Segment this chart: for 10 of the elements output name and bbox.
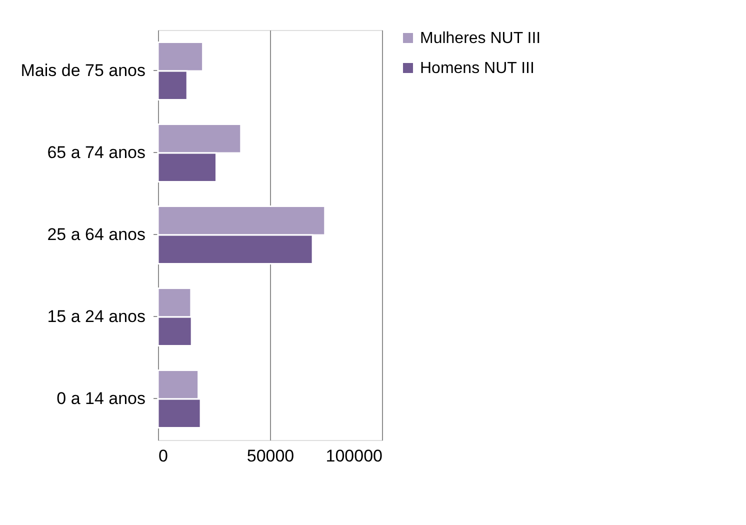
- x-tick-label: 50000: [246, 446, 294, 466]
- y-tick-label: 65 a 74 anos: [47, 143, 146, 162]
- y-tick-label: 25 a 64 anos: [47, 225, 146, 244]
- y-tick-label: 0 a 14 anos: [56, 389, 146, 408]
- y-tick-label: Mais de 75 anos: [20, 61, 146, 80]
- y-tick-label: 15 a 24 anos: [47, 307, 146, 326]
- x-tick-label: 100000: [326, 446, 382, 466]
- legend-label: Homens NUT III: [420, 60, 534, 77]
- legend-label: Mulheres NUT III: [420, 30, 541, 47]
- x-tick-label: 0: [158, 446, 168, 466]
